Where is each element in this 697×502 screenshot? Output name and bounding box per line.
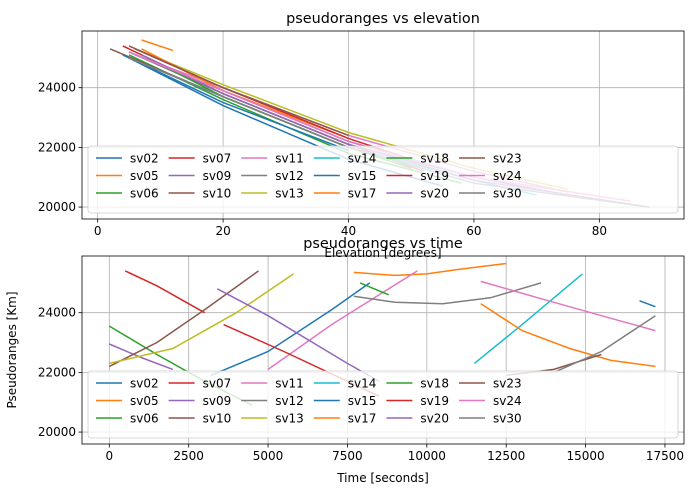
legend-label-sv09: sv09 (203, 169, 232, 183)
y-tick-label: 20000 (38, 200, 76, 214)
x-tick-label: 15000 (566, 449, 604, 463)
series-line-sv15 (639, 300, 656, 308)
legend-label-sv07: sv07 (203, 152, 232, 166)
y-tick-label: 22000 (38, 140, 76, 154)
legend-label-sv11: sv11 (275, 377, 304, 391)
x-tick-label: 20 (215, 224, 230, 238)
legend-label-sv18: sv18 (420, 152, 449, 166)
legend-label-sv06: sv06 (130, 187, 159, 201)
legend-label-sv12: sv12 (275, 169, 304, 183)
legend-label-sv20: sv20 (420, 187, 449, 201)
legend-box (87, 145, 679, 214)
elevation-chart: 0 20 40 60 80 20000 22000 24000 sv02 sv05 sv06 sv07… (38, 11, 685, 260)
legend-label-sv10: sv10 (203, 187, 232, 201)
y-tick-label: 22000 (38, 365, 76, 379)
series-line-sv30 (553, 315, 656, 374)
x-tick-label: 7500 (332, 449, 363, 463)
x-tick-label: 17500 (646, 449, 684, 463)
y-tick-label: 24000 (38, 81, 76, 95)
series-line-sv05 (353, 262, 507, 277)
legend-label-sv13: sv13 (275, 412, 304, 426)
x-tick-label: 40 (341, 224, 356, 238)
series-line-sv17 (480, 303, 656, 368)
legend-label-sv09: sv09 (203, 394, 232, 408)
legend-label-sv17: sv17 (348, 187, 377, 201)
series-line-sv07 (124, 270, 205, 314)
y-axis-label: Pseudoranges [Km] (5, 291, 19, 408)
legend-box (87, 370, 679, 439)
series-line-sv24 (480, 280, 656, 332)
series-line-sv13 (109, 273, 294, 365)
x-tick-label: 0 (105, 449, 113, 463)
series-line-sv14 (473, 273, 583, 364)
legend-label-sv02: sv02 (130, 152, 159, 166)
chart-title: pseudoranges vs elevation (286, 11, 480, 27)
x-tick-label: 2500 (173, 449, 204, 463)
time-chart: 0 2500 5000 7500 10000 12500 15000 17500 20000 22… (5, 236, 685, 485)
x-axis-label: Time [seconds] (336, 471, 429, 485)
legend-label-sv17: sv17 (348, 412, 377, 426)
series-line-sv15 (122, 54, 349, 152)
legend-label-sv14: sv14 (348, 377, 377, 391)
legend-label-sv07: sv07 (203, 377, 232, 391)
series-line-sv23 (128, 45, 349, 137)
y-tick-label: 20000 (38, 425, 76, 439)
legend-label-sv15: sv15 (348, 394, 377, 408)
legend-label-sv19: sv19 (420, 394, 449, 408)
legend-label-sv20: sv20 (420, 412, 449, 426)
legend-label-sv02: sv02 (130, 377, 159, 391)
y-tick-label: 24000 (38, 306, 76, 320)
legend-label-sv11: sv11 (275, 152, 304, 166)
x-axis-label: Elevation [degrees] (324, 246, 441, 260)
legend-label-sv10: sv10 (203, 412, 232, 426)
legend-label-sv24: sv24 (493, 169, 522, 183)
legend-label-sv05: sv05 (130, 169, 159, 183)
x-tick-label: 80 (592, 224, 607, 238)
legend-label-sv30: sv30 (493, 412, 522, 426)
legend-label-sv05: sv05 (130, 394, 159, 408)
series-line-sv02 (210, 282, 371, 377)
x-tick-label: 60 (466, 224, 481, 238)
legend-label-sv24: sv24 (493, 394, 522, 408)
legend-label-sv18: sv18 (420, 377, 449, 391)
legend-label-sv13: sv13 (275, 187, 304, 201)
x-tick-label: 12500 (487, 449, 525, 463)
x-tick-label: 0 (94, 224, 102, 238)
chart-title: pseudoranges vs time (303, 236, 463, 252)
series-line-sv20 (216, 288, 380, 382)
legend-label-sv23: sv23 (493, 152, 522, 166)
legend-label-sv15: sv15 (348, 169, 377, 183)
x-tick-label: 5000 (253, 449, 284, 463)
series-line-sv05 (141, 39, 174, 52)
series-line-sv12 (353, 282, 542, 305)
legend-label-sv19: sv19 (420, 169, 449, 183)
series-line-sv10 (108, 270, 259, 368)
legend-label-sv30: sv30 (493, 187, 522, 201)
x-tick-label: 10000 (408, 449, 446, 463)
legend-label-sv23: sv23 (493, 377, 522, 391)
plot-frame (81, 30, 685, 220)
series-line-sv09 (109, 343, 174, 371)
legend-label-sv12: sv12 (275, 394, 304, 408)
legend-label-sv06: sv06 (130, 412, 159, 426)
plot-frame (81, 255, 685, 445)
series-line-sv18 (359, 282, 389, 296)
legend-label-sv14: sv14 (348, 152, 377, 166)
